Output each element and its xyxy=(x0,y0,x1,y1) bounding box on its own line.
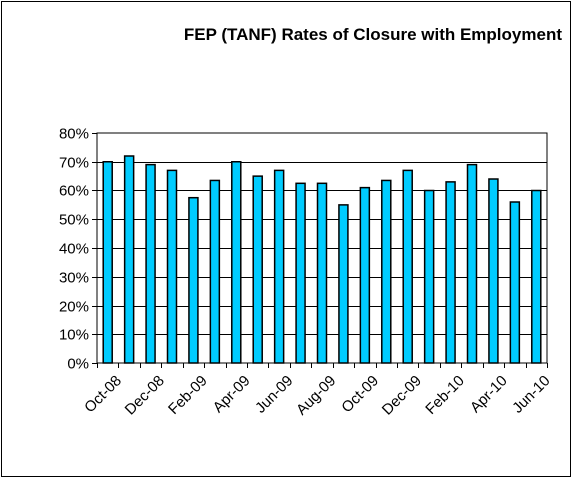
bar xyxy=(423,189,435,364)
bar xyxy=(295,182,306,364)
bar xyxy=(188,196,199,364)
y-tick-label: 30% xyxy=(59,270,89,287)
y-tick-label: 70% xyxy=(59,155,89,172)
bar xyxy=(531,189,542,364)
bar xyxy=(231,161,242,364)
y-tick-label: 80% xyxy=(59,126,89,143)
y-tick-label: 50% xyxy=(59,212,89,229)
chart-title: FEP (TANF) Rates of Closure with Employm… xyxy=(183,25,562,44)
bar xyxy=(466,163,478,364)
bar xyxy=(359,186,371,364)
y-tick-label: 20% xyxy=(59,299,89,316)
x-tick-label: Dec-08 xyxy=(122,372,168,418)
bar xyxy=(509,201,521,364)
bar xyxy=(166,169,178,364)
bar xyxy=(338,204,349,364)
x-tick-label: Feb-09 xyxy=(165,372,211,418)
x-tick-label: Apr-10 xyxy=(467,372,511,416)
x-tick-label: Jun-09 xyxy=(252,372,296,416)
bar xyxy=(381,179,392,364)
bar xyxy=(145,163,156,364)
x-tick-label: Dec-09 xyxy=(379,372,425,418)
bar xyxy=(252,175,263,364)
x-tick-label: Apr-09 xyxy=(210,372,254,416)
x-tick-label: Aug-09 xyxy=(293,372,339,418)
y-tick-label: 10% xyxy=(59,327,89,344)
x-tick-label: Feb-10 xyxy=(422,372,468,418)
bar xyxy=(316,182,328,364)
bar xyxy=(123,155,135,364)
bar xyxy=(402,169,413,364)
bar xyxy=(488,178,499,364)
bar xyxy=(273,169,285,364)
y-tick-label: 60% xyxy=(59,183,89,200)
bar xyxy=(445,181,456,364)
y-tick-label: 40% xyxy=(59,241,89,258)
x-tick-label: Oct-09 xyxy=(338,372,382,416)
bar xyxy=(102,161,113,364)
y-tick-label: 0% xyxy=(67,356,89,373)
x-tick-label: Jun-10 xyxy=(509,372,553,416)
bar xyxy=(209,179,221,364)
x-tick-label: Oct-08 xyxy=(81,372,125,416)
